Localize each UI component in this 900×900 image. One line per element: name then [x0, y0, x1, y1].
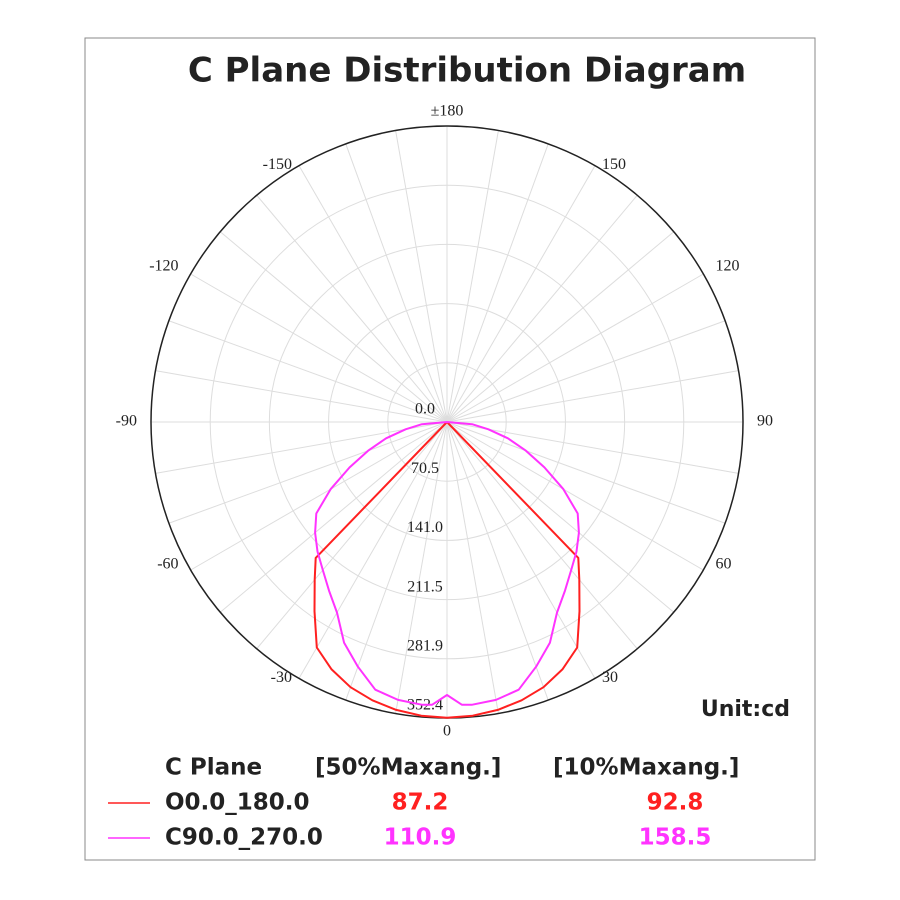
r-tick-label: 0.0 [415, 401, 435, 418]
spoke [190, 273, 448, 423]
spoke [298, 165, 448, 423]
spoke [446, 421, 704, 571]
grid-ring [328, 303, 566, 541]
plot [313, 421, 581, 719]
spoke [345, 421, 448, 701]
spoke [395, 421, 448, 714]
spoke [446, 320, 726, 423]
spoke [446, 165, 596, 423]
spoke [446, 194, 638, 423]
spoke [256, 421, 448, 650]
r-tick-label: 211.5 [407, 578, 442, 595]
spoke [219, 231, 448, 423]
table-value: 87.2 [392, 790, 449, 816]
theta-tick-label: -60 [157, 556, 178, 573]
spoke [395, 130, 448, 423]
spoke [190, 421, 448, 571]
legend-label: O0.0_180.0 [165, 790, 310, 816]
series-line [314, 421, 580, 706]
table-value: 158.5 [639, 825, 712, 851]
spoke [446, 421, 638, 650]
grid: 0.070.5141.0211.5281.9352.4±180-150-120-… [116, 103, 773, 740]
theta-tick-label: 150 [602, 156, 626, 173]
spoke [446, 143, 549, 423]
theta-tick-label: 90 [757, 413, 773, 430]
frame [84, 37, 816, 861]
theta-tick-label: -30 [271, 669, 292, 686]
spoke [446, 421, 499, 714]
spoke [168, 320, 448, 423]
table-value: 110.9 [384, 825, 457, 851]
spoke [298, 421, 448, 679]
theta-tick-label: -120 [149, 258, 178, 275]
chart-title: C Plane Distribution Diagram [188, 51, 746, 91]
grid-ring [209, 184, 685, 660]
spoke [446, 421, 596, 679]
spoke [168, 421, 448, 524]
legend-label: C90.0_270.0 [165, 825, 323, 851]
grid-ring [387, 362, 507, 482]
table-header: [10%Maxang.] [553, 755, 739, 781]
spoke [446, 421, 739, 474]
theta-tick-label: -90 [116, 413, 137, 430]
legend: C Plane [50%Maxang.] [10%Maxang.] O0.0_180.… [108, 755, 739, 851]
r-tick-label: 281.9 [407, 637, 443, 654]
spoke [446, 370, 739, 423]
spoke [446, 421, 549, 701]
theta-tick-label: 120 [715, 258, 739, 275]
spoke [446, 273, 704, 423]
unit-label: Unit:cd [701, 697, 790, 722]
spoke [155, 370, 448, 423]
table-header: C Plane [165, 755, 262, 781]
theta-tick-label: 60 [715, 556, 731, 573]
spoke [256, 194, 448, 423]
r-tick-label: 70.5 [411, 460, 439, 477]
grid-ring [268, 243, 626, 601]
theta-tick-label: ±180 [431, 103, 464, 120]
theta-tick-label: -150 [263, 156, 292, 173]
theta-tick-label: 30 [602, 669, 618, 686]
spoke [446, 231, 675, 423]
spoke [446, 421, 726, 524]
spoke [219, 421, 448, 613]
theta-tick-label: 0 [443, 723, 451, 740]
spoke [446, 421, 675, 613]
spoke [345, 143, 448, 423]
series-line [313, 421, 581, 719]
spoke [155, 421, 448, 474]
table-value: 92.8 [647, 790, 704, 816]
table-header: [50%Maxang.] [315, 755, 501, 781]
spoke [446, 130, 499, 423]
r-tick-label: 141.0 [407, 519, 443, 536]
